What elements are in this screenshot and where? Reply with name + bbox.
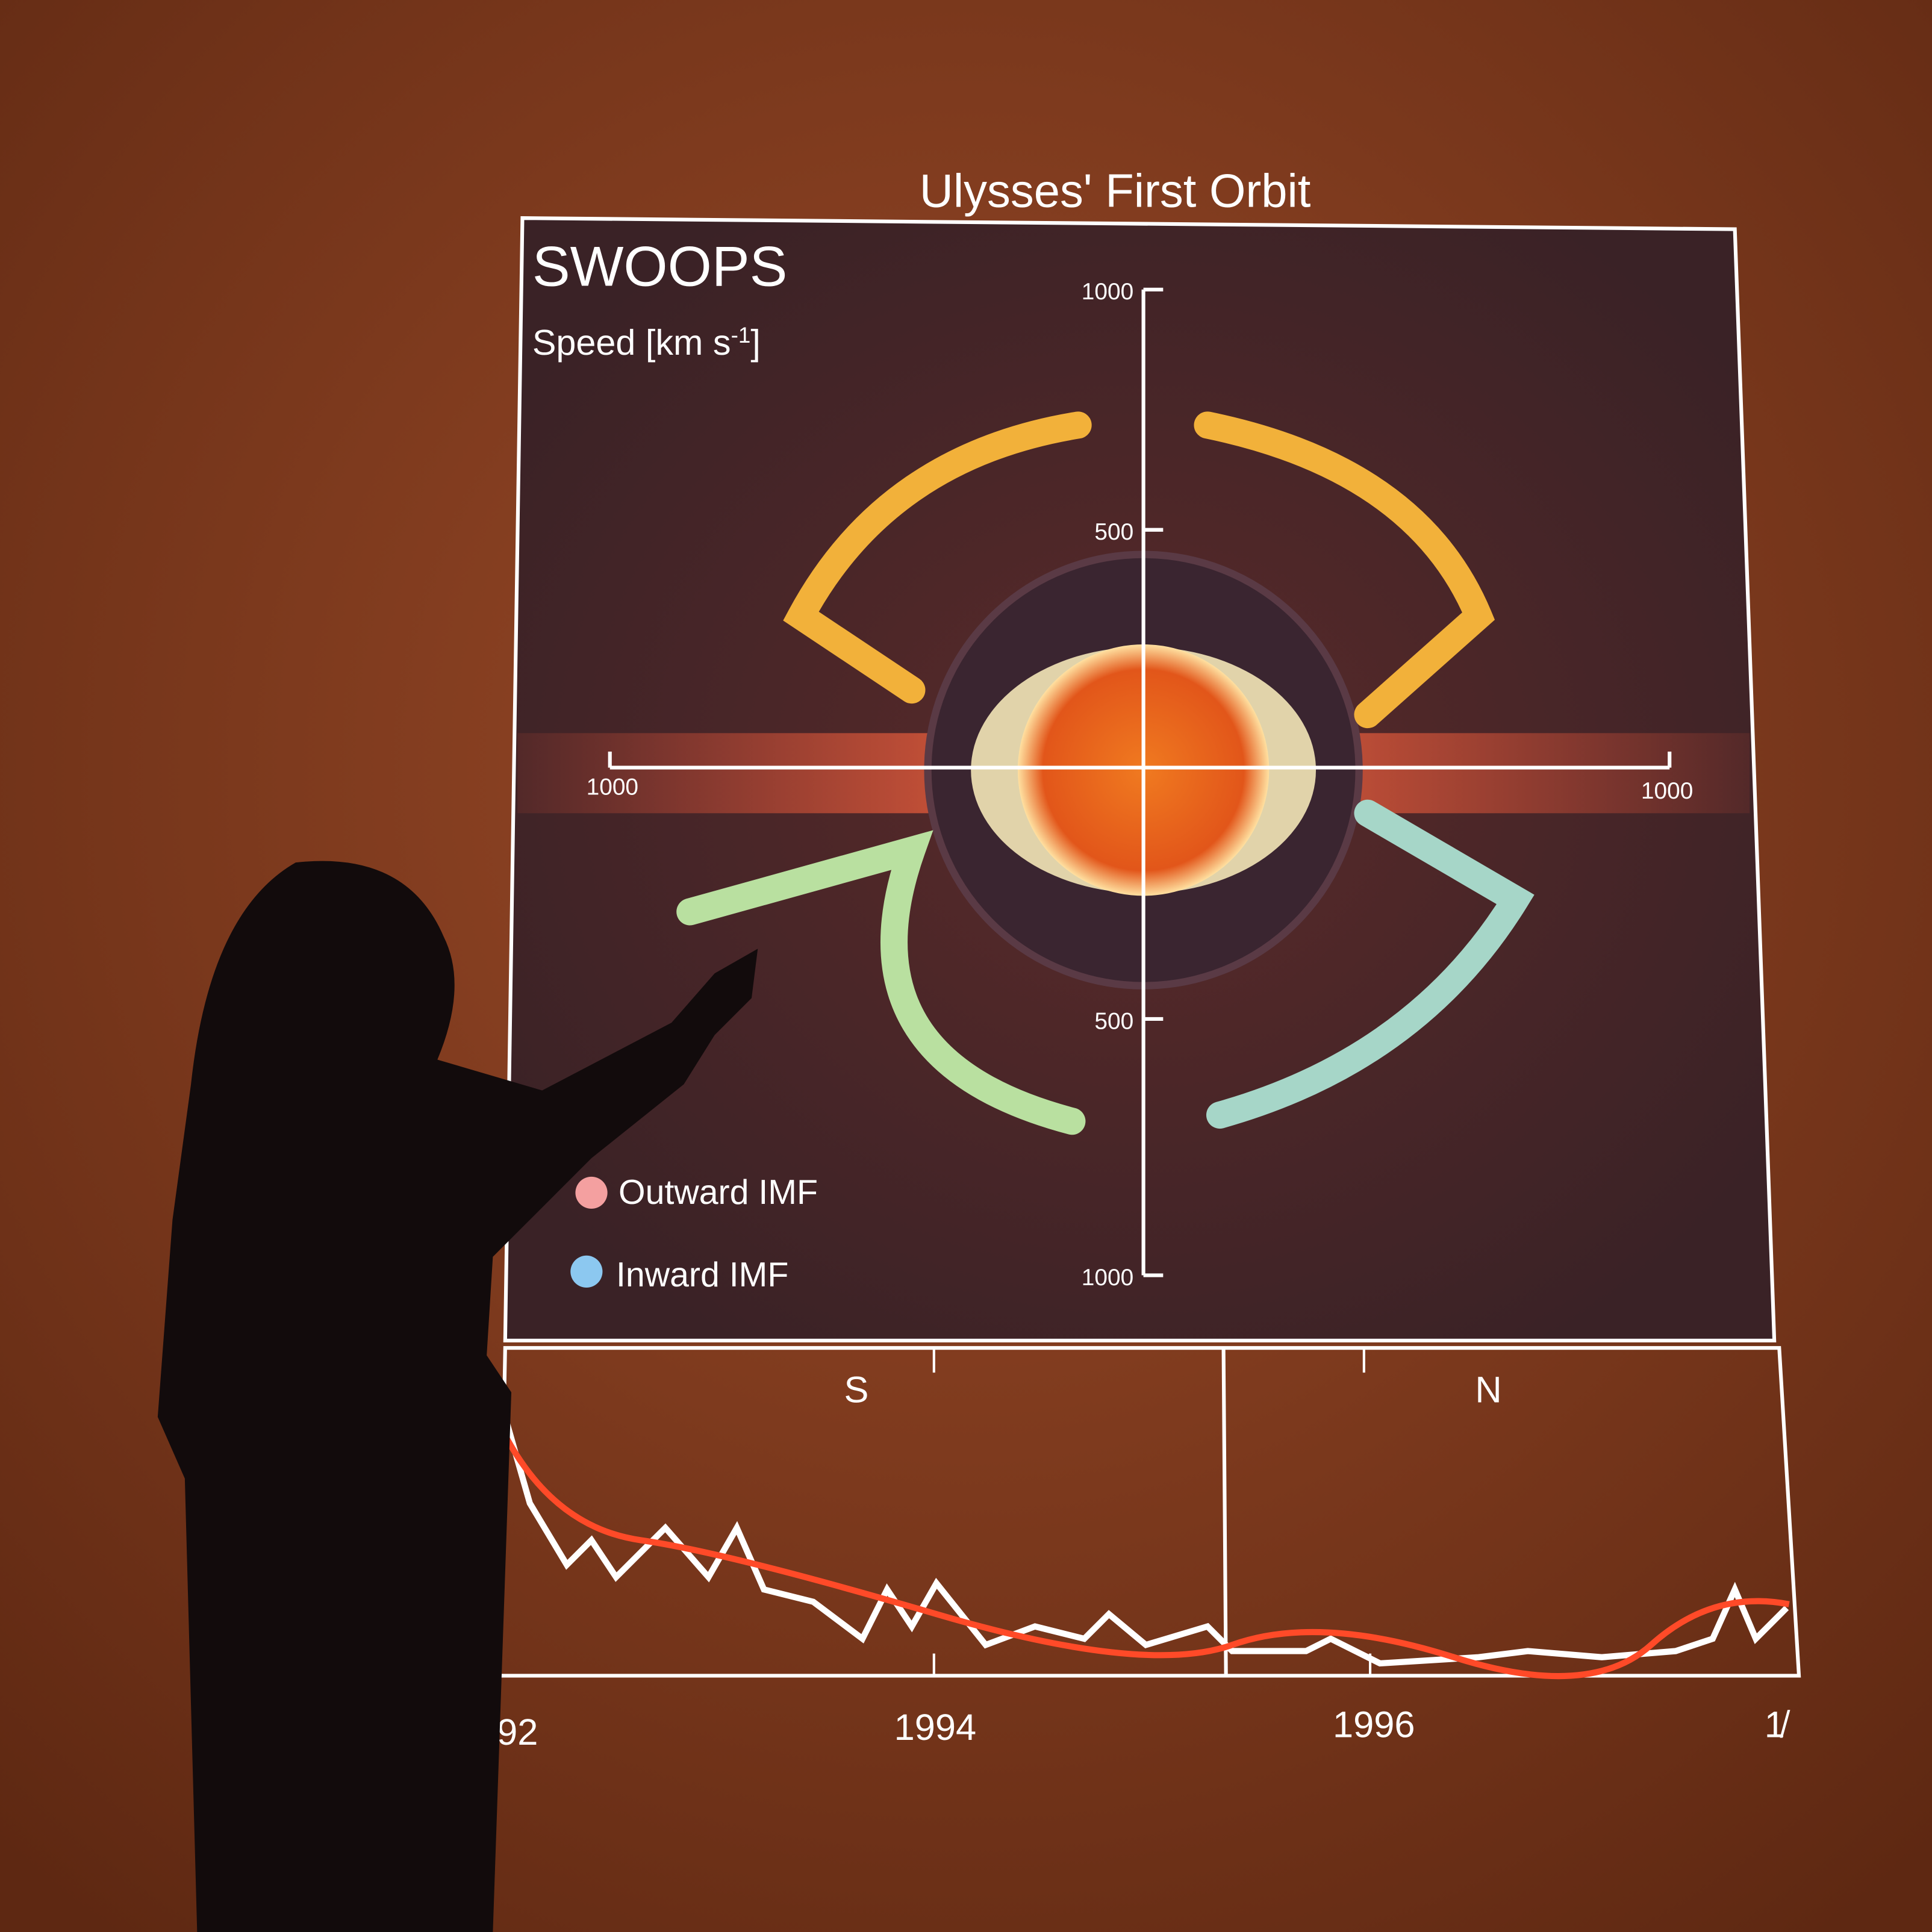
year-label: 1994 <box>894 1707 977 1748</box>
hemisphere-label: S <box>844 1369 868 1410</box>
axis-label: 1000 <box>1641 778 1693 804</box>
legend-label: Outward IMF <box>619 1173 818 1212</box>
time-ticks <box>932 1348 1372 1676</box>
polar-axes <box>608 287 1672 1277</box>
year-label: 1996 <box>1333 1704 1415 1746</box>
legend-swatch-outward <box>575 1176 608 1209</box>
polar-axis-labels: 1000 500 500 1000 1000 1000 <box>587 279 1694 1291</box>
legend-label: Inward IMF <box>616 1256 788 1294</box>
quantity-label: Speed [km s-1] <box>532 322 761 363</box>
smoothed-series <box>502 1434 1790 1680</box>
quantity-text: Speed [km s <box>532 322 731 363</box>
axis-label: 1000 <box>587 774 638 800</box>
legend-swatch-inward <box>570 1255 603 1288</box>
quantity-close: ] <box>750 322 760 363</box>
hemisphere-label: N <box>1475 1369 1501 1410</box>
speed-traces <box>676 411 1535 1135</box>
axis-label: 1000 <box>1082 1265 1133 1291</box>
axis-label: 500 <box>1094 1008 1133 1034</box>
presenter <box>157 861 758 1932</box>
slide-title: Ulysses' First Orbit <box>920 166 1311 217</box>
axis-label: 500 <box>1094 519 1133 545</box>
divider <box>1221 1348 1228 1676</box>
year-label: 92 <box>497 1712 538 1753</box>
instrument-label: SWOOPS <box>532 235 788 298</box>
speed-series <box>502 1416 1789 1667</box>
axis-label: 1000 <box>1082 279 1133 305</box>
quantity-exponent: -1 <box>731 323 751 347</box>
